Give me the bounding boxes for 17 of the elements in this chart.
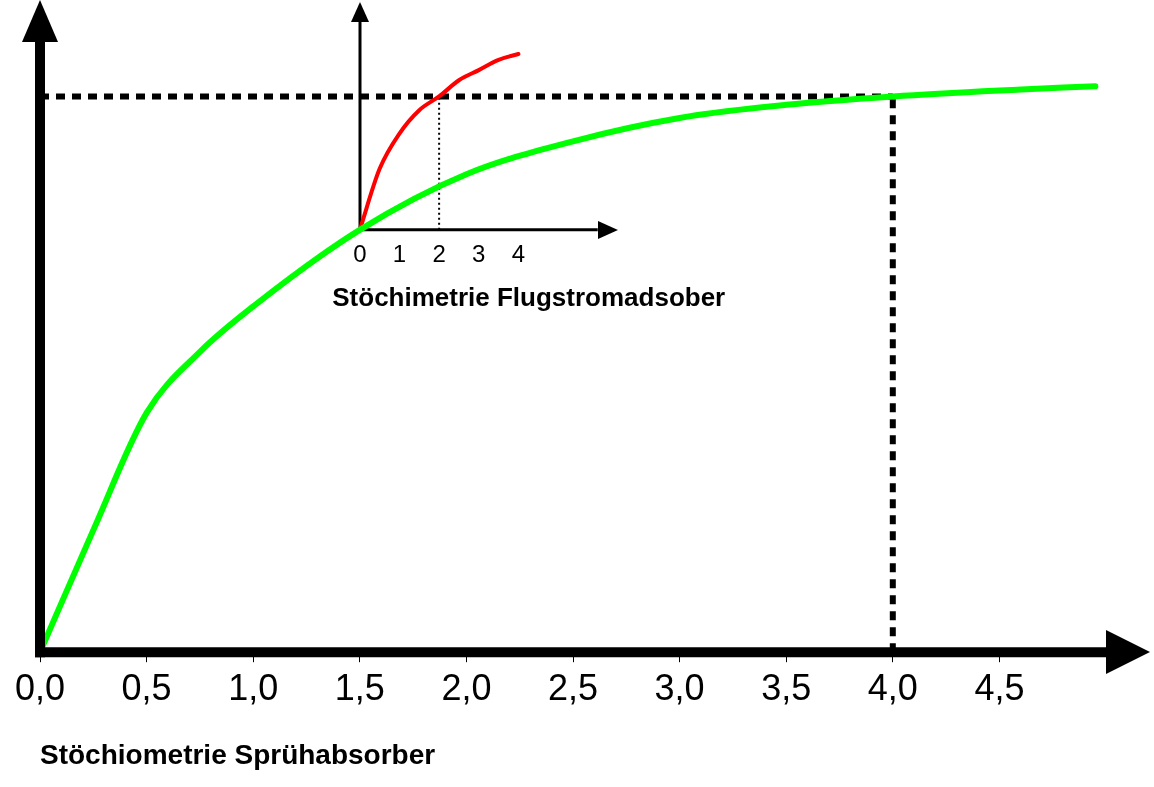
x2-tick-label: 1 (392, 240, 407, 268)
x-tick-label: 3,0 (654, 666, 705, 708)
x2-tick-label: 3 (472, 240, 486, 268)
x-tick-label: 2,0 (441, 666, 492, 708)
x-tick-label: 3,5 (761, 666, 812, 708)
x2-tick-label: 0 (353, 240, 367, 268)
x-axis-title: Stöchiometrie Sprühabsorber (40, 738, 436, 770)
x2-tick-label: 4 (511, 240, 526, 268)
x2-axis-title: Stöchimetrie Flugstromadsober (332, 282, 726, 313)
x-tick-label: 4,0 (867, 666, 918, 708)
x-tick-label: 1,0 (228, 666, 279, 708)
x2-tick-label: 2 (432, 240, 446, 268)
x-tick-label: 4,5 (974, 666, 1025, 708)
x-tick-label: 0,5 (121, 666, 172, 708)
x-tick-label: 2,5 (547, 666, 599, 708)
x-tick-label: 0,0 (14, 666, 66, 708)
x-tick-label: 1,5 (334, 666, 385, 708)
